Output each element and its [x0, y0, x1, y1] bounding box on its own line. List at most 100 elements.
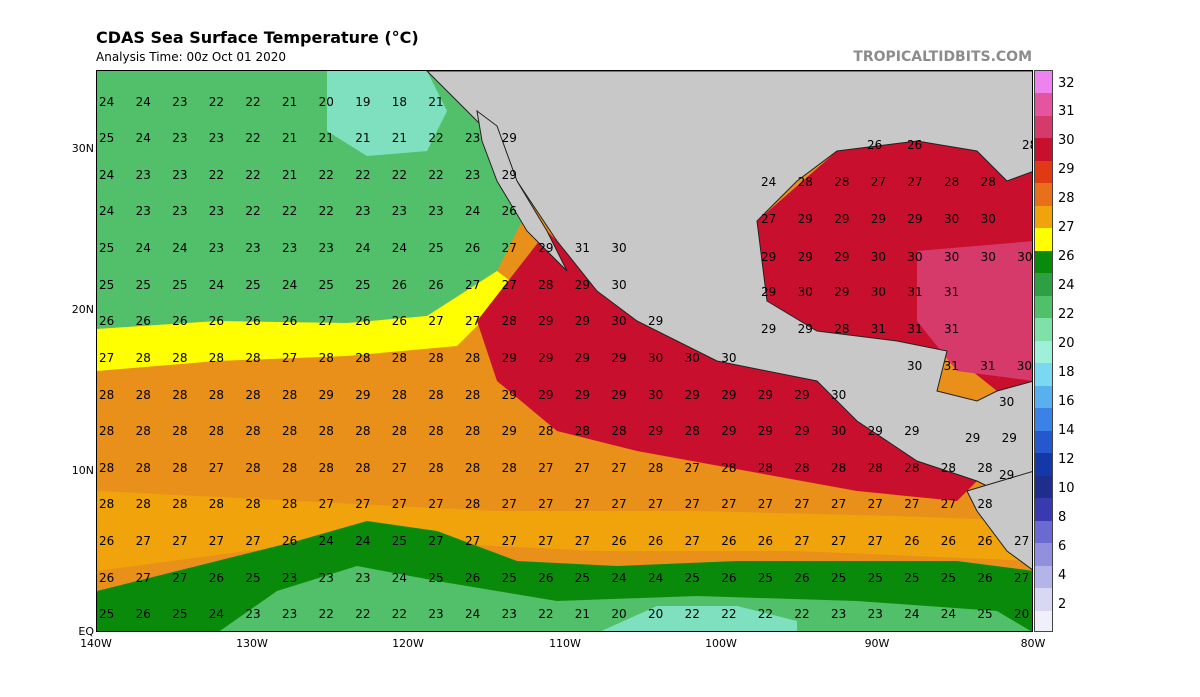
sst-label: 28 [172, 424, 188, 438]
sst-label: 29 [611, 351, 627, 365]
gulf-sst-label: 29 [834, 212, 850, 226]
sst-label: 29 [501, 168, 517, 182]
sst-label: 28 [135, 424, 151, 438]
sst-label: 27 [135, 534, 151, 548]
sst-label: 23 [208, 131, 225, 145]
sst-label: 26 [465, 571, 481, 585]
sst-label: 28 [355, 351, 371, 365]
sst-label: 27 [428, 497, 444, 511]
colorbar-segment [1035, 228, 1052, 252]
sst-label: 20 [318, 95, 334, 109]
sst-label: 21 [282, 168, 298, 182]
sst-label: 22 [208, 95, 225, 109]
gulf-sst-label: 27 [761, 212, 777, 226]
sst-label: 28 [208, 351, 225, 365]
sst-label: 29 [538, 241, 554, 255]
sst-label: 23 [135, 204, 151, 218]
north-america-land [426, 71, 1032, 492]
sst-label: 28 [245, 424, 261, 438]
sst-label: 28 [245, 461, 261, 475]
sst-label: 27 [208, 534, 225, 548]
colorbar-segment [1035, 610, 1052, 631]
sst-label: 28 [99, 388, 115, 402]
analysis-time: Analysis Time: 00z Oct 01 2020 [96, 50, 287, 64]
colorbar-label: 14 [1058, 423, 1075, 438]
gulf-sst-label: 26 [867, 138, 883, 152]
gulf-sst-label: 29 [761, 285, 777, 299]
sst-label: 27 [501, 497, 517, 511]
sst-label: 24 [208, 278, 225, 292]
sst-label: 31 [574, 241, 591, 255]
sst-label: 28 [465, 461, 481, 475]
sst-label: 29 [574, 351, 591, 365]
sst-label: 26 [940, 534, 957, 548]
sst-label: 28 [428, 461, 444, 475]
sst-label: 28 [282, 424, 298, 438]
sst-label: 23 [391, 204, 408, 218]
colorbar-segment [1035, 205, 1052, 229]
sst-label: 28 [208, 424, 225, 438]
sst-label: 24 [355, 534, 371, 548]
sst-label: 23 [172, 204, 188, 218]
sst-label: 22 [245, 204, 261, 218]
colorbar-label: 22 [1058, 307, 1075, 322]
colorbar-segment [1035, 543, 1052, 567]
sst-label: 28 [245, 388, 261, 402]
sst-label: 19 [355, 95, 371, 109]
sst-label: 28 [318, 424, 334, 438]
sst-label: 27 [501, 278, 517, 292]
colorbar-label: 20 [1058, 336, 1075, 351]
sst-label: 25 [428, 241, 444, 255]
sst-label: 27 [172, 571, 188, 585]
sst-label: 23 [172, 168, 188, 182]
brand-watermark: TROPICALTIDBITS.COM [853, 49, 1032, 65]
sst-label: 27 [391, 497, 408, 511]
colorbar-label: 32 [1058, 76, 1075, 91]
colorbar-segment [1035, 565, 1052, 589]
sst-label: 28 [282, 388, 298, 402]
gulf-sst-label: 30 [907, 250, 923, 264]
colorbar-segment [1035, 520, 1052, 544]
colorbar-segment [1035, 588, 1052, 611]
sst-label: 26 [135, 314, 151, 328]
sst-label: 21 [355, 131, 371, 145]
sst-label: 27 [208, 461, 225, 475]
x-tick-80w: 80W [1020, 637, 1046, 650]
x-tick-130w: 130W [236, 637, 268, 650]
gulf-sst-label: 30 [944, 250, 960, 264]
sst-label: 22 [757, 607, 774, 621]
sst-label: 27 [428, 534, 444, 548]
sst-label: 23 [282, 571, 298, 585]
sst-label: 27 [648, 497, 664, 511]
sst-label: 27 [684, 534, 700, 548]
sst-label: 23 [465, 131, 481, 145]
sst-label: 27 [318, 314, 334, 328]
sst-label: 21 [428, 95, 444, 109]
sst-label: 23 [831, 607, 847, 621]
gulf-sst-label: 29 [965, 431, 981, 445]
colorbar-segment [1035, 295, 1052, 319]
gulf-sst-label: 29 [761, 322, 777, 336]
gulf-sst-label: 31 [980, 359, 996, 373]
sst-label: 28 [904, 461, 920, 475]
colorbar-segment [1035, 430, 1052, 454]
colorbar-label: 27 [1058, 220, 1075, 235]
sst-label: 25 [501, 571, 517, 585]
sst-label: 24 [465, 607, 481, 621]
sst-label: 27 [684, 461, 700, 475]
sst-label: 22 [245, 131, 261, 145]
sst-label: 29 [648, 314, 664, 328]
sst-label: 27 [501, 241, 517, 255]
sst-label: 21 [282, 131, 298, 145]
sst-label: 29 [611, 388, 627, 402]
sst-label: 23 [501, 607, 517, 621]
sst-label: 28 [245, 351, 261, 365]
sst-label: 27 [867, 497, 883, 511]
sst-label: 30 [831, 424, 847, 438]
colorbar-segment [1035, 250, 1052, 274]
gulf-sst-label: 30 [1017, 250, 1033, 264]
x-tick-100w: 100W [705, 637, 737, 650]
colorbar-label: 6 [1058, 539, 1067, 554]
sst-label: 25 [99, 607, 115, 621]
sst-label: 26 [794, 571, 810, 585]
